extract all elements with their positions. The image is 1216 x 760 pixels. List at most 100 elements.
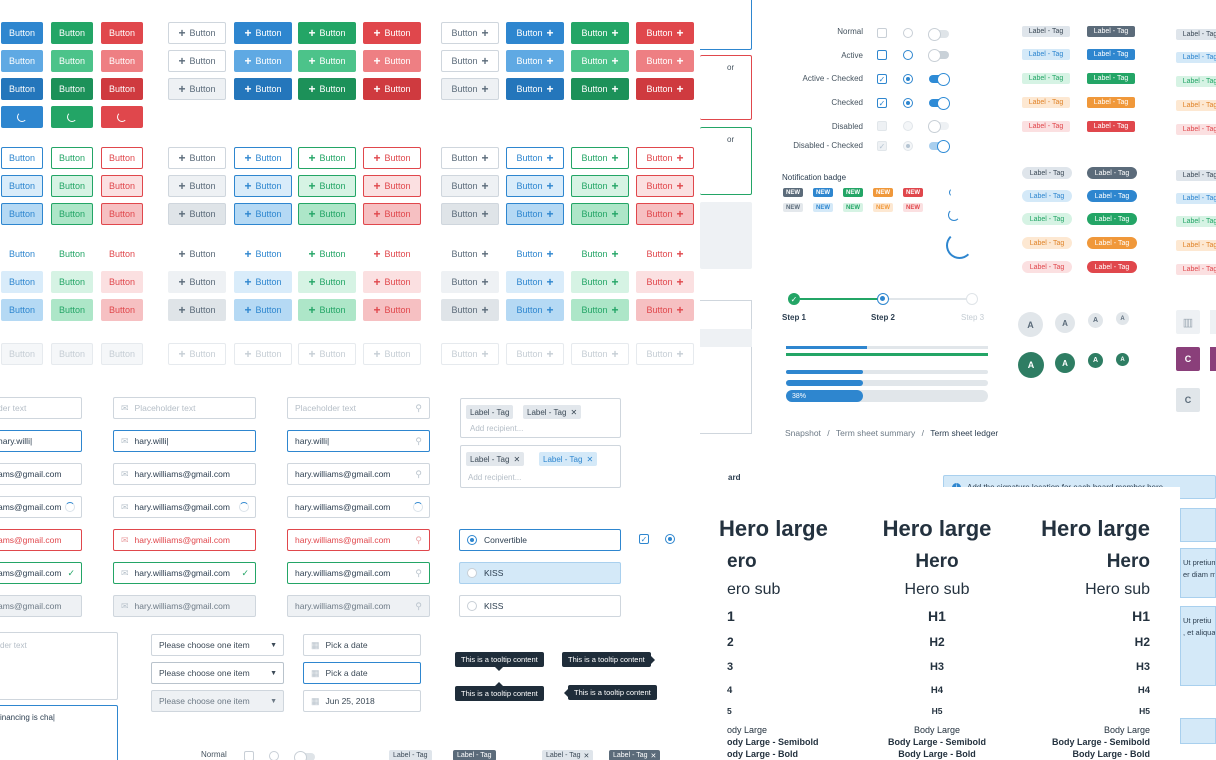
radio-active-checked[interactable] [903,74,913,84]
button-ghost-blue-icon-left[interactable]: + Button [234,299,292,321]
button-ghost-grey-icon-left[interactable]: + Button [168,299,226,321]
button-red-icon-left[interactable]: + Button [363,78,421,100]
button-ghost-green-icon-left[interactable]: + Button [298,299,356,321]
button-outline-blue-icon-left[interactable]: + Button [234,203,292,225]
date-picker[interactable]: ▦ Pick a date [303,634,421,656]
button-ghost-green-icon-right[interactable]: Button + [571,299,629,321]
button-outline-grey-icon-left[interactable]: + Button [168,175,226,197]
email-input-filled[interactable]: ✉ hary.williams@gmail.com [113,463,256,485]
close-icon[interactable]: ✕ [570,407,578,417]
email-field-cut[interactable]: ams@gmail.com [0,463,82,485]
button-ghost-red-icon-right[interactable]: Button + [636,243,694,265]
button-red-icon-left[interactable]: + Button [363,22,421,44]
button-grey-icon-left[interactable]: + Button [168,50,226,72]
button-ghost-green[interactable]: Button [51,243,93,265]
input-tag-selected[interactable]: Label - Tag ✕ [539,452,598,466]
option-kiss[interactable]: KISS [459,595,621,617]
button-green[interactable]: Button [51,78,93,100]
button-ghost-blue[interactable]: Button [1,271,43,293]
button-green-loading[interactable] [51,106,93,128]
radio-active[interactable] [903,50,913,60]
button-ghost-red-icon-left[interactable]: + Button [363,243,421,265]
button-blue-icon-left[interactable]: + Button [234,78,292,100]
checkbox-active[interactable] [877,50,887,60]
button-outline-red[interactable]: Button [101,147,143,169]
button-outline-blue[interactable]: Button [1,175,43,197]
button-outline-red[interactable]: Button [101,203,143,225]
date-picker-filled[interactable]: ▦ Jun 25, 2018 [303,690,421,712]
button-outline-green[interactable]: Button [51,175,93,197]
email-input-active[interactable]: ✉ hary.willi| [113,430,256,452]
button-ghost-grey-icon-right[interactable]: Button + [441,243,499,265]
button-grey-icon-right[interactable]: Button + [441,50,499,72]
button-ghost-red-icon-left[interactable]: + Button [363,299,421,321]
button-outline-blue[interactable]: Button [1,203,43,225]
button-green-icon-right[interactable]: Button + [571,22,629,44]
button-ghost-blue-icon-right[interactable]: Button + [506,243,564,265]
tag-removable[interactable]: Label - Tag ✕ [542,750,594,760]
toggle-off[interactable] [294,751,315,760]
button-ghost-red[interactable]: Button [101,299,143,321]
email-field-error-cut[interactable]: ams@gmail.com [0,529,82,551]
button-ghost-red-icon-right[interactable]: Button + [636,299,694,321]
button-red[interactable]: Button [101,50,143,72]
toggle-checked[interactable] [929,97,950,110]
email-input-success[interactable]: ✉ hary.williams@gmail.com ✓ [113,562,256,584]
button-blue-icon-right[interactable]: Button + [506,78,564,100]
checkbox-checked[interactable]: ✓ [877,98,887,108]
button-outline-green-icon-right[interactable]: Button + [571,175,629,197]
button-blue-loading[interactable] [1,106,43,128]
tag-input[interactable]: Label - Tag Label - Tag ✕ Add recipient..… [460,398,621,438]
button-outline-blue-icon-right[interactable]: Button + [506,203,564,225]
search-input-active[interactable]: hary.willi| ⚲ [287,430,430,452]
button-outline-blue-icon-left[interactable]: + Button [234,175,292,197]
button-green-icon-left[interactable]: + Button [298,78,356,100]
button-ghost-green-icon-right[interactable]: Button + [571,271,629,293]
button-ghost-red[interactable]: Button [101,243,143,265]
button-outline-green[interactable]: Button [51,147,93,169]
search-input-loading[interactable]: hary.williams@gmail.com [287,496,430,518]
button-ghost-grey-icon-right[interactable]: Button + [441,271,499,293]
email-input-loading[interactable]: ✉ hary.williams@gmail.com [113,496,256,518]
button-outline-grey-icon-right[interactable]: Button + [441,203,499,225]
button-green[interactable]: Button [51,50,93,72]
button-outline-grey-icon-right[interactable]: Button + [441,175,499,197]
button-outline-grey-icon-left[interactable]: + Button [168,203,226,225]
close-icon[interactable]: ✕ [586,454,594,464]
breadcrumb-link[interactable]: Snapshot [785,428,821,438]
button-outline-green-icon-left[interactable]: + Button [298,203,356,225]
button-ghost-green-icon-left[interactable]: + Button [298,243,356,265]
option-convertible[interactable]: Convertible [459,529,621,551]
radio[interactable] [467,601,477,611]
input-active-cut[interactable]: hary.willi| [0,430,82,452]
button-ghost-grey-icon-left[interactable]: + Button [168,243,226,265]
button-outline-red-icon-right[interactable]: Button + [636,175,694,197]
checkbox-normal[interactable] [877,28,887,38]
button-red-icon-right[interactable]: Button + [636,50,694,72]
select-dropdown-active[interactable]: Please choose one item ▼ [151,662,284,684]
search-input-placeholder-cut[interactable]: der text [0,397,82,419]
button-blue-icon-right[interactable]: Button + [506,50,564,72]
checkbox[interactable] [244,751,254,760]
button-ghost-grey-icon-left[interactable]: + Button [168,271,226,293]
button-outline-blue-icon-right[interactable]: Button + [506,147,564,169]
radio[interactable] [269,751,279,760]
button-blue-icon-right[interactable]: Button + [506,22,564,44]
button-blue[interactable]: Button [1,78,43,100]
toggle-active-checked[interactable] [929,73,950,86]
email-field-loading-cut[interactable]: ams@gmail.com [0,496,82,518]
search-input-error[interactable]: hary.williams@gmail.com ⚲ [287,529,430,551]
button-ghost-red-icon-left[interactable]: + Button [363,271,421,293]
radio-checked[interactable] [665,534,675,544]
button-green-icon-left[interactable]: + Button [298,22,356,44]
email-input-error[interactable]: ✉ hary.williams@gmail.com [113,529,256,551]
input-tag-removable[interactable]: Label - Tag ✕ [466,452,525,466]
button-red[interactable]: Button [101,22,143,44]
button-grey-icon-right[interactable]: Button + [441,22,499,44]
input-tag-removable[interactable]: Label - Tag ✕ [523,405,582,419]
button-ghost-green[interactable]: Button [51,299,93,321]
email-field-success-cut[interactable]: ams@gmail.com ✓ [0,562,82,584]
button-ghost-blue[interactable]: Button [1,299,43,321]
button-outline-grey-icon-right[interactable]: Button + [441,147,499,169]
button-red-icon-right[interactable]: Button + [636,78,694,100]
